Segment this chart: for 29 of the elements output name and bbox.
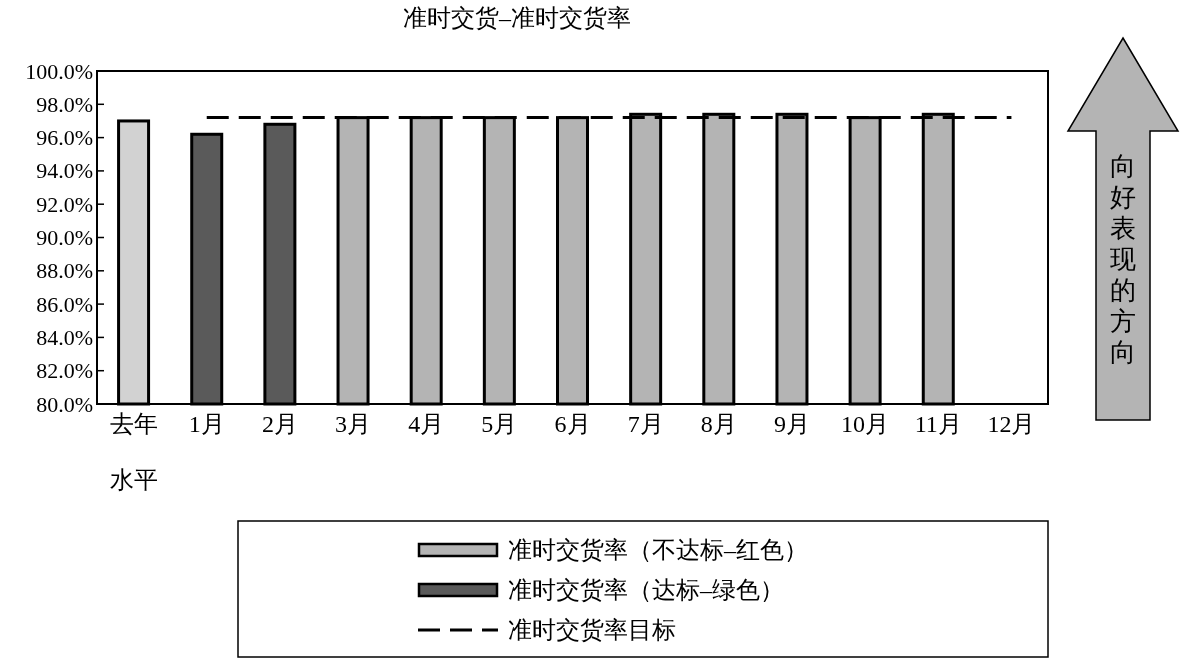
- x-tick-label: 2月: [261, 411, 298, 438]
- x-tick-label: 3月: [335, 411, 372, 438]
- x-tick-label: 4月: [408, 411, 445, 438]
- x-tick-label: 9月: [773, 411, 810, 438]
- legend-label: 准时交货率（不达标–红色）: [508, 537, 808, 563]
- x-tick-label: 7月: [627, 411, 664, 438]
- y-tick-label: 98.0%: [36, 91, 93, 117]
- y-tick-label: 90.0%: [36, 225, 93, 250]
- y-tick-label: 92.0%: [36, 191, 93, 217]
- chart-title: 准时交货–准时交货率: [403, 5, 631, 31]
- y-tick-label: 88.0%: [36, 258, 93, 284]
- x-tick-label: 8月: [700, 411, 737, 438]
- legend-label: 准时交货率（达标–绿色）: [508, 577, 784, 603]
- x-tick-label: 1月: [188, 411, 225, 438]
- x-tick-label: 11月: [914, 411, 962, 438]
- x-tick-label: 5月: [481, 411, 518, 438]
- y-tick-label: 86.0%: [36, 291, 93, 317]
- text: 向好表现的方向: [1110, 152, 1136, 367]
- y-tick-label: 82.0%: [36, 358, 93, 384]
- y-tick-label: 80.0%: [36, 391, 93, 417]
- x-tick-label: 12月: [987, 411, 1036, 438]
- category-label: 去年水平: [109, 411, 158, 494]
- x-tick-label: 10月: [841, 411, 890, 438]
- legend-label: 准时交货率目标: [508, 617, 676, 643]
- y-tick-label: 100.0%: [25, 58, 93, 84]
- y-tick-label: 94.0%: [36, 158, 93, 184]
- y-tick-label: 96.0%: [36, 125, 93, 151]
- x-tick-label: 6月: [554, 411, 591, 438]
- y-tick-label: 84.0%: [36, 324, 93, 350]
